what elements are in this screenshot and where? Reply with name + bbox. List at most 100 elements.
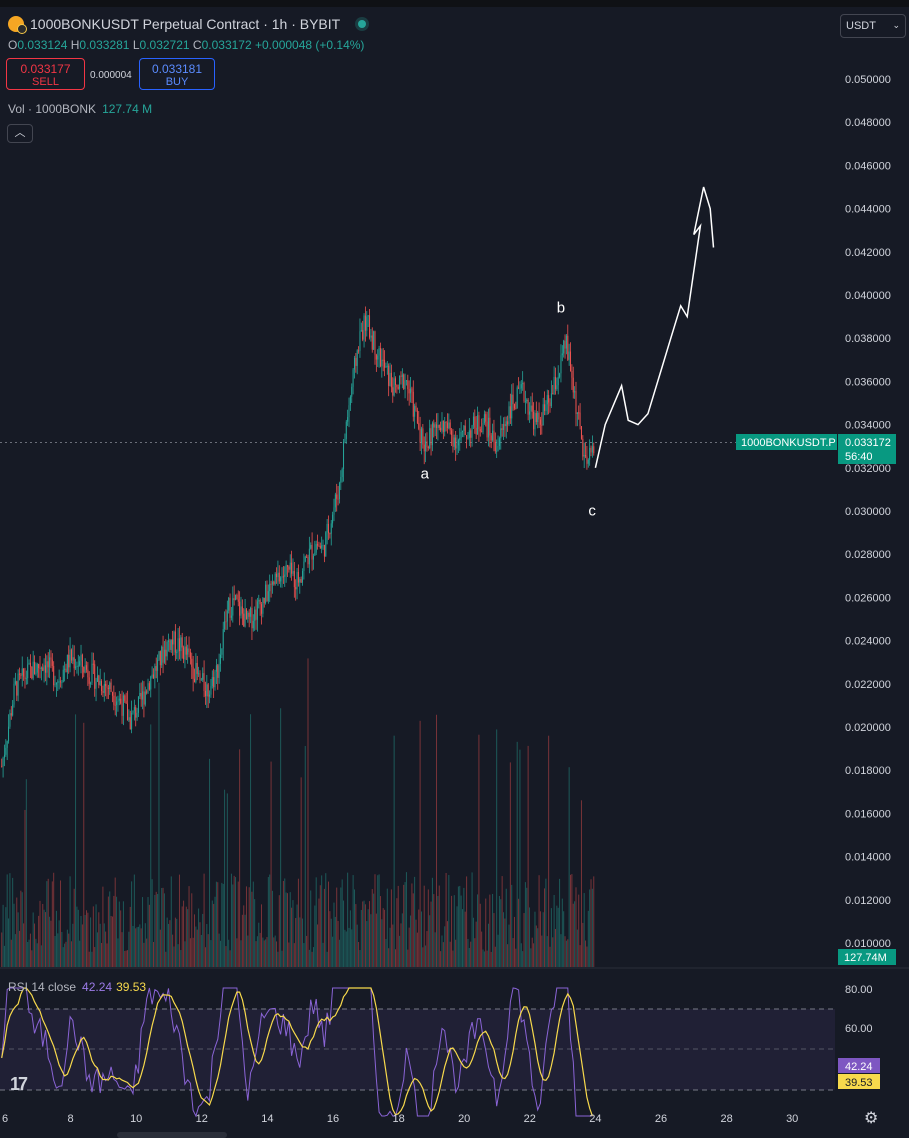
- candle-body: [370, 335, 372, 338]
- candle-body: [70, 649, 72, 661]
- candle-body: [65, 668, 67, 673]
- candle-body: [538, 412, 540, 420]
- volume-bar: [9, 873, 11, 967]
- chart-title[interactable]: 1000BONKUSDT Perpetual Contract · 1h · B…: [30, 16, 341, 32]
- volume-bar: [204, 947, 206, 967]
- candle-body: [542, 404, 544, 426]
- candle-body: [485, 414, 487, 422]
- candle-body: [88, 677, 90, 684]
- candle-body: [111, 692, 113, 696]
- volume-bar: [8, 918, 10, 967]
- volume-bar: [382, 908, 384, 967]
- volume-tag-value: 127.74M: [844, 952, 887, 964]
- candle-body: [147, 683, 149, 693]
- volume-bar: [481, 931, 483, 967]
- candle-body: [343, 441, 345, 469]
- volume-bar: [169, 920, 171, 967]
- volume-bar: [425, 945, 427, 967]
- volume-bar: [317, 924, 319, 967]
- volume-bar: [321, 875, 323, 967]
- candle-body: [329, 533, 331, 535]
- volume-bar: [461, 909, 463, 967]
- candle-body: [341, 468, 343, 477]
- y-tick-label: 0.012000: [845, 895, 891, 907]
- currency-select[interactable]: USDT ⌄: [840, 14, 906, 38]
- volume-bar: [254, 899, 256, 967]
- volume-bar: [70, 941, 72, 967]
- volume-bar: [114, 877, 116, 967]
- volume-bar: [411, 883, 413, 967]
- candle-body: [310, 544, 312, 549]
- candle-body: [32, 661, 34, 679]
- candle-body: [1, 765, 3, 767]
- candle-body: [498, 438, 500, 446]
- candle-body: [334, 494, 336, 508]
- candle-body: [437, 424, 439, 429]
- candle-body: [155, 666, 157, 671]
- candle-body: [356, 350, 358, 366]
- candle-body: [471, 425, 473, 438]
- volume-bar: [487, 923, 489, 967]
- volume-bar: [444, 926, 446, 967]
- volume-bar: [522, 951, 524, 967]
- candle-body: [84, 665, 86, 673]
- candle-body: [518, 387, 520, 389]
- candle-body: [456, 445, 458, 449]
- candle-body: [416, 410, 418, 424]
- candle-body: [77, 665, 79, 667]
- candle-body: [105, 683, 107, 687]
- price-tag: 1000BONKUSDT.P 0.033172 56:40 127.74M: [736, 434, 896, 965]
- candle-body: [258, 600, 260, 602]
- projection-drawing: [594, 186, 715, 468]
- y-tick-label: 0.028000: [845, 549, 891, 561]
- volume-bar: [542, 912, 544, 967]
- candle-body: [559, 373, 561, 377]
- buy-button[interactable]: 0.033181 BUY: [139, 58, 215, 90]
- candle-body: [531, 405, 533, 412]
- volume-bar: [265, 939, 267, 967]
- volume-bar: [568, 767, 570, 967]
- candle-body: [143, 691, 145, 705]
- volume-bar: [202, 913, 204, 967]
- volume-bar: [13, 903, 15, 967]
- volume-bar: [79, 940, 81, 967]
- chevron-up-icon[interactable]: ︿: [7, 124, 33, 143]
- candle-body: [442, 420, 444, 432]
- volume-bar: [308, 949, 310, 967]
- volume-bar: [494, 946, 496, 967]
- candle-body: [76, 665, 78, 667]
- volume-value: 127.74 M: [102, 102, 153, 116]
- volume-bar: [303, 943, 305, 967]
- volume-bar: [378, 874, 380, 967]
- candle-body: [322, 545, 324, 547]
- candle-body: [363, 315, 365, 340]
- time-scrollbar[interactable]: [117, 1132, 227, 1138]
- volume-bar: [591, 888, 593, 967]
- candle-body: [42, 667, 44, 671]
- volume-bar: [396, 898, 398, 967]
- volume-bar: [524, 882, 526, 967]
- volume-bar: [460, 895, 462, 967]
- volume-bar: [427, 889, 429, 967]
- tradingview-logo-icon[interactable]: 17: [10, 1074, 28, 1094]
- time-axis[interactable]: 6 8 10 12 14 16 18 20 22 24 26 28 30: [2, 1113, 798, 1125]
- candle-body: [427, 446, 429, 449]
- volume-bar: [322, 942, 324, 967]
- gear-icon[interactable]: ⚙: [864, 1110, 879, 1127]
- candle-body: [436, 424, 438, 429]
- volume-bar: [54, 935, 56, 967]
- volume-bar: [374, 874, 376, 967]
- candle-body: [184, 646, 186, 660]
- market-open-status-icon: [358, 20, 367, 28]
- volume-bar: [307, 658, 309, 967]
- x-tick-label: 12: [196, 1113, 208, 1125]
- volume-bar: [426, 931, 428, 967]
- candle-body: [582, 438, 584, 457]
- sell-button[interactable]: 0.033177 SELL: [6, 58, 85, 90]
- candle-body: [463, 425, 465, 431]
- price-axis[interactable]: 0.050000 0.048000 0.046000 0.044000 0.042000…: [845, 74, 891, 950]
- volume-bar: [181, 906, 183, 967]
- volume-bar: [312, 947, 314, 967]
- volume-bar: [537, 928, 539, 967]
